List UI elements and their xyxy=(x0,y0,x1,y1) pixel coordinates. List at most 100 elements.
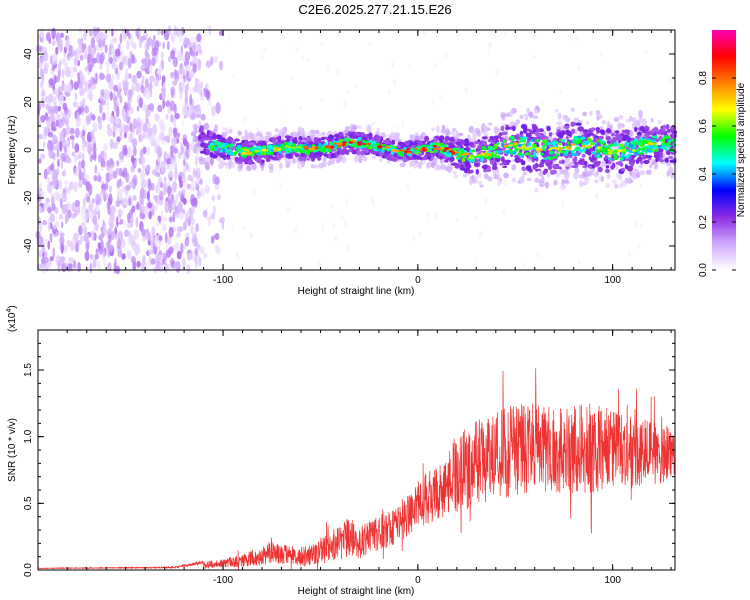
band-halo xyxy=(471,179,478,184)
noise-blob xyxy=(164,232,168,244)
noise-blob xyxy=(186,264,191,274)
noise-blob xyxy=(38,182,42,189)
band-core xyxy=(594,143,599,148)
band-core xyxy=(581,136,586,140)
band-core xyxy=(468,159,473,163)
noise-blob xyxy=(146,164,151,171)
noise-blob xyxy=(205,60,212,68)
snr-y-multiplier: (x104) xyxy=(6,305,18,332)
noise-dot xyxy=(370,121,375,126)
band-halo xyxy=(670,173,675,179)
noise-blob xyxy=(83,29,87,41)
band-halo xyxy=(650,117,654,123)
noise-blob xyxy=(129,132,134,143)
band-cell xyxy=(237,160,243,164)
band-halo xyxy=(317,132,324,137)
band-halo xyxy=(553,179,558,186)
band-halo xyxy=(246,165,252,172)
band-peak xyxy=(254,149,260,153)
band-peak xyxy=(384,146,391,149)
noise-blob xyxy=(73,56,79,67)
band-core xyxy=(531,143,537,148)
noise-blob xyxy=(60,256,65,263)
band-cell xyxy=(584,160,588,166)
noise-blob xyxy=(55,46,59,55)
noise-blob xyxy=(170,149,174,158)
noise-blob xyxy=(50,54,53,66)
noise-dot xyxy=(484,197,487,204)
band-halo xyxy=(589,110,593,117)
band-cell xyxy=(200,142,207,148)
band-peak xyxy=(342,141,347,144)
noise-dot xyxy=(333,235,338,241)
noise-blob xyxy=(52,176,58,188)
band-cell xyxy=(577,160,582,165)
noise-blob xyxy=(40,97,46,108)
band-core xyxy=(557,148,563,153)
band-peak xyxy=(348,141,354,144)
noise-blob xyxy=(94,164,98,174)
band-cell xyxy=(298,156,304,162)
band-core xyxy=(602,148,606,153)
band-halo xyxy=(573,118,579,123)
noise-dot xyxy=(475,216,478,220)
band-cell xyxy=(639,161,644,164)
noise-blob xyxy=(128,73,132,80)
band-core xyxy=(422,144,427,148)
noise-blob xyxy=(40,153,46,160)
noise-blob xyxy=(172,80,178,86)
band-cell xyxy=(365,149,369,154)
noise-dot xyxy=(433,62,437,68)
noise-blob xyxy=(104,182,108,189)
band-core xyxy=(281,147,287,152)
noise-blob xyxy=(104,44,108,54)
noise-blob xyxy=(43,168,48,180)
band-halo xyxy=(559,167,564,175)
spectrogram-panel: -100 0 100 -40 -20 0 20 40 Height of straight … xyxy=(7,25,678,297)
band-cell xyxy=(558,166,562,170)
band-halo xyxy=(494,173,498,180)
band-cell xyxy=(502,146,506,152)
noise-blob xyxy=(51,40,56,46)
noise-blob xyxy=(118,61,124,71)
noise-dot xyxy=(577,259,581,264)
band-cell xyxy=(303,137,307,141)
band-halo xyxy=(301,127,305,136)
noise-blob xyxy=(43,141,46,149)
noise-dot xyxy=(644,49,648,54)
band-cell xyxy=(247,159,252,165)
band-core xyxy=(480,158,484,162)
noise-blob xyxy=(152,124,158,136)
noise-blob xyxy=(168,203,173,214)
noise-blob xyxy=(139,207,144,219)
band-core xyxy=(495,155,501,159)
snr-background xyxy=(38,330,675,570)
noise-blob xyxy=(79,235,85,242)
noise-blob xyxy=(149,102,154,111)
noise-blob xyxy=(83,51,88,60)
band-halo xyxy=(558,119,562,126)
band-halo xyxy=(601,160,607,167)
noise-blob xyxy=(195,223,199,233)
spectrogram-noise-layer xyxy=(35,25,676,275)
noise-blob xyxy=(84,80,88,92)
noise-blob xyxy=(59,236,65,245)
band-halo xyxy=(452,170,457,175)
band-halo xyxy=(472,134,477,142)
noise-blob xyxy=(210,235,215,244)
band-core xyxy=(319,144,323,148)
band-cell xyxy=(294,136,297,141)
band-core xyxy=(578,148,583,153)
noise-blob xyxy=(181,66,187,77)
band-halo xyxy=(193,124,198,130)
noise-blob xyxy=(186,141,190,151)
noise-blob xyxy=(73,259,77,269)
band-halo xyxy=(606,121,611,126)
band-cell xyxy=(505,159,511,163)
band-cell xyxy=(464,138,469,144)
band-core xyxy=(500,142,505,148)
noise-blob xyxy=(203,252,208,258)
band-core xyxy=(628,143,634,148)
band-halo xyxy=(366,124,372,133)
noise-blob xyxy=(86,106,90,114)
